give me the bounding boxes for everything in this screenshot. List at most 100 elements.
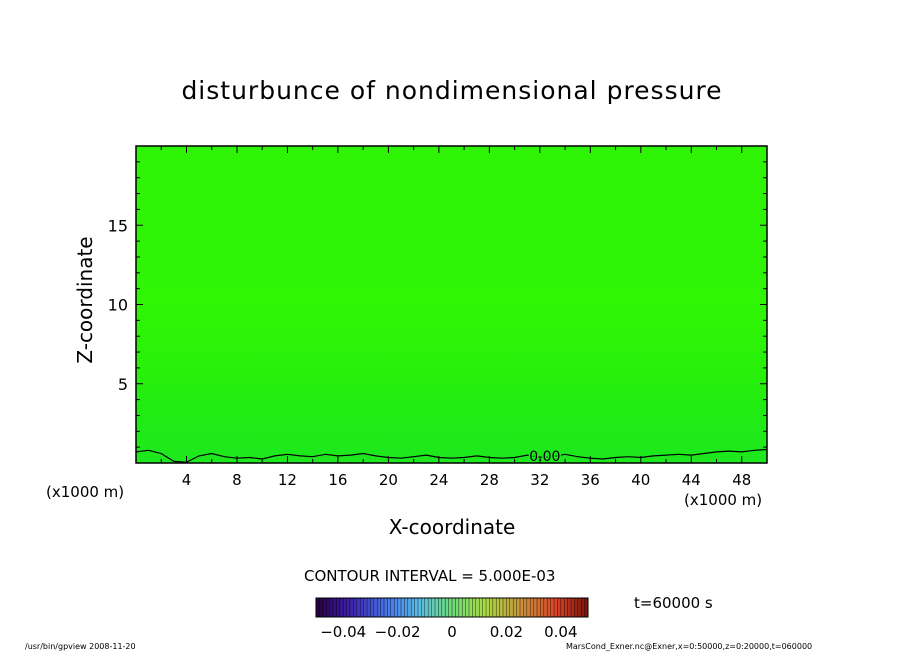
colorbar-cell — [530, 598, 534, 617]
colorbar-cell — [411, 598, 415, 617]
colorbar-cell — [462, 598, 466, 617]
colorbar-cell — [387, 598, 392, 617]
colorbar-cell — [407, 598, 412, 617]
colorbar-cell — [537, 598, 541, 617]
colorbar-cell — [475, 598, 480, 617]
colorbar-cell — [346, 598, 351, 617]
colorbar-cell — [533, 598, 538, 617]
x-unit-right: (x1000 m) — [684, 491, 763, 509]
colorbar-cell — [465, 598, 470, 617]
colorbar-cell — [574, 598, 579, 617]
y-axis-label: Z-coordinate — [73, 236, 97, 364]
colorbar-cell — [482, 598, 487, 617]
colorbar-cell — [577, 598, 582, 617]
colorbar-cell — [554, 598, 558, 617]
colorbar-cell — [329, 598, 334, 617]
time-label: t=60000 s — [634, 594, 713, 612]
colorbar-cell — [319, 598, 324, 617]
colorbar-tick-label: −0.04 — [320, 623, 366, 641]
colorbar-cell — [363, 598, 368, 617]
y-tick-label: 10 — [108, 296, 128, 315]
colorbar-cell — [343, 598, 347, 617]
colorbar-cell — [455, 598, 460, 617]
colorbar-cell — [380, 598, 385, 617]
colorbar-cell — [377, 598, 381, 617]
colorbar-cell — [571, 598, 575, 617]
colorbar-cell — [356, 598, 361, 617]
colorbar-cell — [458, 598, 463, 617]
x-axis-label: X-coordinate — [388, 515, 516, 539]
colorbar-cell — [326, 598, 330, 617]
x-tick-label: 20 — [379, 471, 398, 489]
colorbar-cell — [445, 598, 449, 617]
colorbar-tick-label: −0.02 — [375, 623, 421, 641]
colorbar-cell — [431, 598, 436, 617]
colorbar-cell — [404, 598, 409, 617]
colorbar-cell — [353, 598, 358, 617]
colorbar-cell — [441, 598, 446, 617]
colorbar-cell — [322, 598, 327, 617]
colorbar-cell — [540, 598, 545, 617]
colorbar-cell — [581, 598, 585, 617]
colorbar-cell — [448, 598, 453, 617]
colorbar-cell — [438, 598, 443, 617]
colorbar-cell — [401, 598, 405, 617]
colorbar-cell — [316, 598, 320, 617]
contour-interval-text: CONTOUR INTERVAL = 5.000E-03 — [304, 567, 556, 585]
colorbar-cell — [390, 598, 395, 617]
chart-title: disturbunce of nondimensional pressure — [181, 76, 723, 105]
colorbar-cell — [367, 598, 371, 617]
colorbar-cell — [506, 598, 511, 617]
colorbar-cell — [428, 598, 432, 617]
colorbar-cell — [503, 598, 507, 617]
colorbar-cell — [452, 598, 456, 617]
colorbar-cell — [373, 598, 378, 617]
x-tick-label: 16 — [328, 471, 347, 489]
colorbar-cell — [564, 598, 568, 617]
colorbar-cell — [513, 598, 517, 617]
colorbar-cell — [333, 598, 337, 617]
colorbar-cell — [523, 598, 528, 617]
colorbar-cell — [469, 598, 473, 617]
colorbar-cell — [421, 598, 426, 617]
colorbar-cell — [424, 598, 429, 617]
colorbar-cell — [520, 598, 524, 617]
colorbar-cell — [486, 598, 490, 617]
colorbar-cell — [492, 598, 497, 617]
x-tick-label: 12 — [278, 471, 297, 489]
colorbar-cell — [394, 598, 398, 617]
footer-right: MarsCond_Exner.nc@Exner,x=0:50000,z=0:20… — [566, 642, 813, 651]
colorbar-cell — [557, 598, 562, 617]
x-tick-label: 44 — [682, 471, 701, 489]
x-tick-label: 36 — [581, 471, 600, 489]
colorbar-cell — [496, 598, 500, 617]
contour-label: 0.00 — [529, 449, 560, 465]
field-fill — [136, 146, 767, 463]
y-tick-label: 15 — [108, 216, 128, 235]
colorbar-cell — [489, 598, 494, 617]
colorbar-cell — [509, 598, 514, 617]
colorbar-cell — [350, 598, 354, 617]
colorbar-tick-label: 0 — [447, 623, 457, 641]
x-tick-label: 40 — [631, 471, 650, 489]
colorbar-cell — [550, 598, 555, 617]
colorbar-cell — [560, 598, 565, 617]
x-tick-label: 24 — [429, 471, 448, 489]
zero-contour-line — [135, 448, 768, 463]
colorbar-cell — [584, 598, 589, 617]
colorbar-tick-label: 0.04 — [544, 623, 577, 641]
colorbar-cell — [435, 598, 439, 617]
colorbar-cell — [526, 598, 531, 617]
colorbar-cell — [479, 598, 483, 617]
colorbar-cell — [339, 598, 344, 617]
colorbar-cell — [370, 598, 375, 617]
x-tick-label: 48 — [732, 471, 751, 489]
x-tick-label: 8 — [232, 471, 242, 489]
x-tick-label: 4 — [182, 471, 192, 489]
x-tick-label: 32 — [530, 471, 549, 489]
colorbar-cell — [360, 598, 364, 617]
colorbar-frame — [315, 597, 589, 618]
colorbar-cell — [543, 598, 548, 617]
colorbar-cell — [499, 598, 504, 617]
